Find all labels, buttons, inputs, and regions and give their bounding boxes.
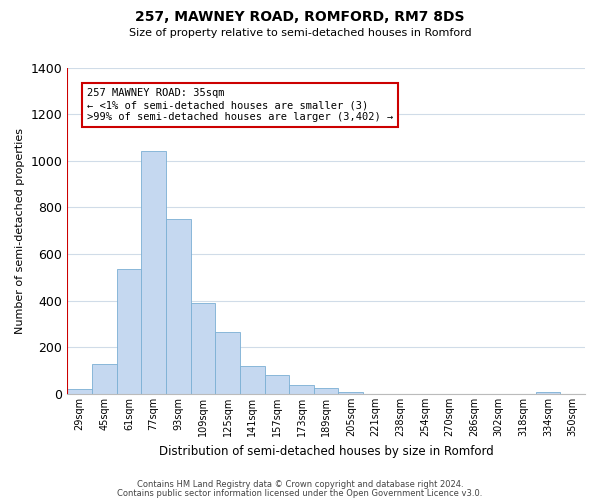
Bar — [141, 152, 166, 394]
Bar — [314, 388, 338, 394]
Text: 257 MAWNEY ROAD: 35sqm
← <1% of semi-detached houses are smaller (3)
>99% of sem: 257 MAWNEY ROAD: 35sqm ← <1% of semi-det… — [87, 88, 393, 122]
Bar — [116, 269, 141, 394]
Bar — [166, 219, 191, 394]
Y-axis label: Number of semi-detached properties: Number of semi-detached properties — [15, 128, 25, 334]
X-axis label: Distribution of semi-detached houses by size in Romford: Distribution of semi-detached houses by … — [159, 444, 494, 458]
Bar — [215, 332, 240, 394]
Text: 257, MAWNEY ROAD, ROMFORD, RM7 8DS: 257, MAWNEY ROAD, ROMFORD, RM7 8DS — [135, 10, 465, 24]
Bar — [289, 384, 314, 394]
Bar — [240, 366, 265, 394]
Text: Contains public sector information licensed under the Open Government Licence v3: Contains public sector information licen… — [118, 489, 482, 498]
Bar — [536, 392, 560, 394]
Bar — [191, 303, 215, 394]
Bar — [92, 364, 116, 394]
Bar — [67, 390, 92, 394]
Text: Size of property relative to semi-detached houses in Romford: Size of property relative to semi-detach… — [128, 28, 472, 38]
Bar — [265, 376, 289, 394]
Bar — [338, 392, 363, 394]
Text: Contains HM Land Registry data © Crown copyright and database right 2024.: Contains HM Land Registry data © Crown c… — [137, 480, 463, 489]
